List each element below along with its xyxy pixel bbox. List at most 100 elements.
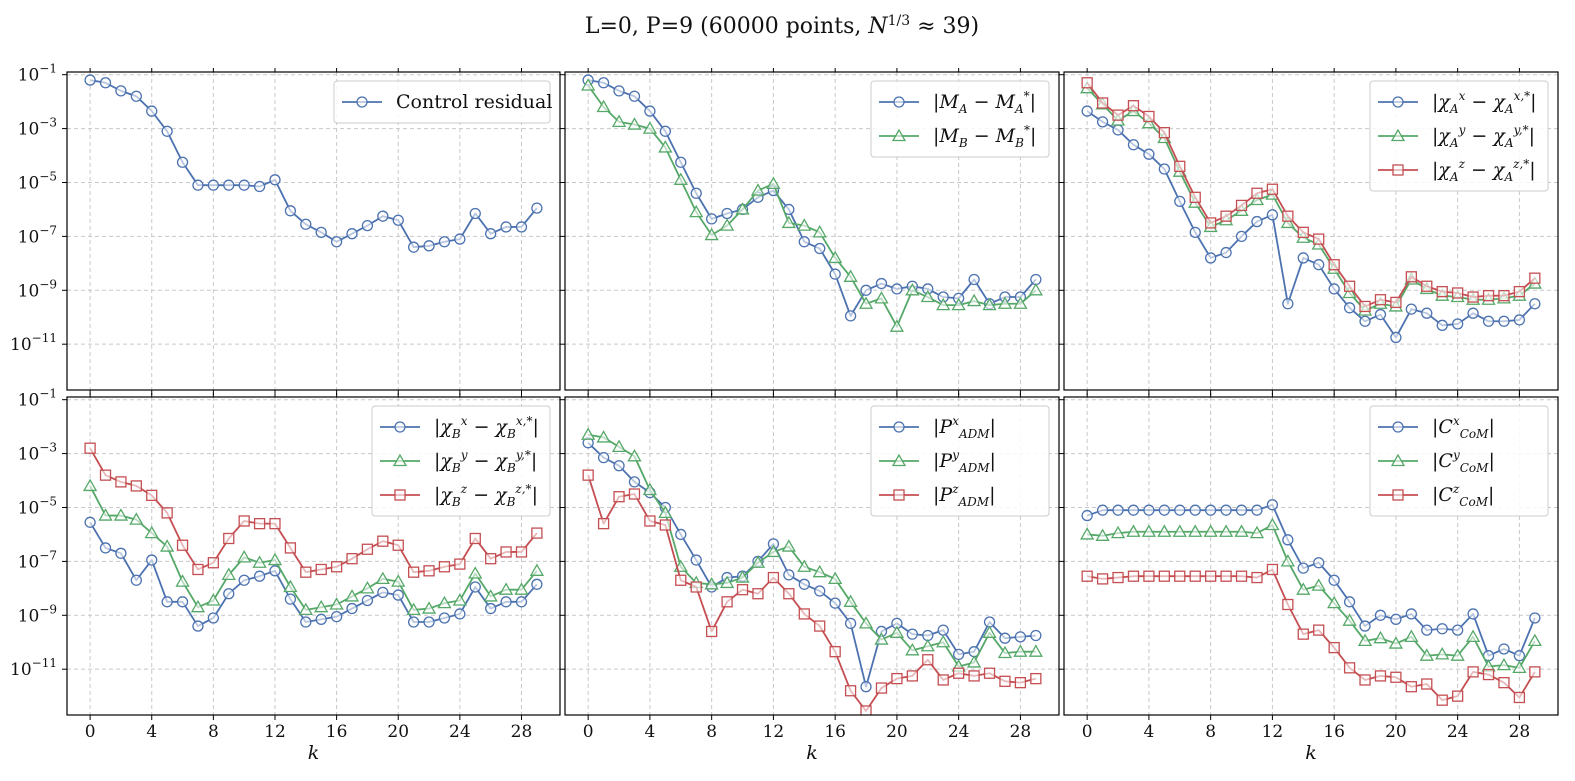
- data-point: [891, 672, 903, 685]
- data-point: [968, 273, 980, 286]
- data-point: [1390, 296, 1402, 309]
- x-tick-label: 8: [208, 722, 219, 742]
- y-tick-label: 10−5: [18, 169, 57, 193]
- data-point: [176, 156, 189, 168]
- data-point: [330, 561, 343, 573]
- data-point: [223, 179, 235, 191]
- data-point: [454, 558, 466, 570]
- axes-frame: [66, 71, 561, 391]
- data-point: [1096, 97, 1109, 109]
- data-point: [1467, 666, 1479, 678]
- data-point: [1143, 504, 1155, 516]
- data-point: [1328, 574, 1340, 586]
- panel-chi-b: 0 4 8 12 16 20 24 28 10−11 10−9 10−7 10−5 10−3 10−1 k |…: [10, 387, 561, 764]
- legend-label: |χB​x​ − χB​x,*​|: [434, 414, 539, 441]
- data-point: [613, 85, 625, 97]
- data-point: [82, 478, 98, 492]
- data-point: [161, 596, 173, 608]
- data-point: [891, 283, 903, 295]
- legend-marker: [1392, 164, 1404, 176]
- data-point: [330, 610, 343, 623]
- data-point: [269, 565, 281, 577]
- data-point: [344, 589, 360, 602]
- data-point: [1028, 644, 1043, 657]
- data-point: [690, 554, 702, 566]
- figure-title: L=0, P=9 (60000 points, N1/3 ≈ 39): [585, 13, 979, 39]
- data-point: [1158, 504, 1170, 516]
- data-point: [581, 78, 596, 91]
- data-point: [529, 563, 545, 576]
- data-point: [500, 596, 512, 608]
- legend-box: [1369, 80, 1549, 192]
- data-point: [1343, 596, 1356, 608]
- x-tick-label: 8: [706, 722, 717, 742]
- data-point: [192, 179, 204, 191]
- data-point: [115, 476, 127, 488]
- data-point: [221, 567, 236, 581]
- data-point: [1436, 285, 1448, 298]
- data-point: [531, 578, 543, 590]
- legend: |χB​x​ − χB​x,*​| |χB​y​ − χB​y,*​| |χB​z​…: [371, 405, 551, 517]
- data-point: [860, 681, 872, 693]
- data-point: [315, 563, 327, 576]
- data-point: [1328, 259, 1340, 271]
- data-point: [1030, 672, 1042, 685]
- data-point: [468, 566, 483, 579]
- data-point: [500, 221, 512, 233]
- data-point: [1467, 608, 1479, 620]
- legend-box: [333, 80, 551, 124]
- data-point: [130, 574, 142, 586]
- data-point: [997, 296, 1013, 309]
- data-point: [238, 179, 250, 191]
- data-point: [627, 117, 642, 130]
- legend-marker: [1392, 421, 1404, 433]
- data-point: [1127, 570, 1140, 582]
- x-tick-label: 28: [511, 722, 533, 742]
- data-point: [905, 643, 920, 656]
- data-point: [1203, 524, 1218, 537]
- data-point: [1482, 290, 1495, 302]
- panels-grid: 10−11 10−9 10−7 10−5 10−3 10−1 Control residua…: [10, 62, 1559, 764]
- data-point: [361, 219, 374, 232]
- data-point: [1452, 287, 1464, 299]
- data-point: [642, 121, 658, 134]
- data-point: [966, 293, 982, 307]
- data-point: [392, 214, 404, 226]
- data-point: [752, 588, 764, 600]
- data-point: [1529, 298, 1541, 310]
- data-point: [1141, 524, 1157, 537]
- data-point: [721, 596, 733, 608]
- data-point: [1158, 126, 1170, 139]
- data-point: [1296, 582, 1311, 595]
- data-point: [1404, 629, 1419, 642]
- data-point: [999, 632, 1011, 644]
- data-point: [1342, 613, 1357, 626]
- data-point: [253, 518, 266, 530]
- legend-marker: [891, 453, 907, 467]
- data-point: [1390, 671, 1402, 683]
- data-point: [469, 207, 481, 220]
- data-point: [968, 670, 980, 682]
- data-point: [1513, 285, 1526, 298]
- data-point: [1158, 570, 1170, 582]
- axes-frame: [1063, 71, 1559, 391]
- data-point: [469, 581, 481, 593]
- data-point: [1467, 291, 1479, 303]
- data-point: [844, 685, 857, 697]
- data-point: [1143, 570, 1155, 582]
- axes-frame: [564, 71, 1060, 391]
- data-point: [1313, 624, 1325, 636]
- data-point: [483, 589, 498, 602]
- data-point: [1313, 233, 1325, 245]
- y-tick-label: 10−1: [18, 62, 57, 86]
- data-point: [377, 586, 389, 599]
- data-point: [1343, 662, 1356, 674]
- legend-label: |χB​z​ − χB​z,*​|: [434, 482, 538, 509]
- data-point: [1266, 563, 1279, 576]
- data-point: [814, 620, 826, 632]
- data-point: [1452, 624, 1464, 636]
- data-point: [1297, 628, 1309, 640]
- data-point: [1311, 578, 1326, 591]
- data-point: [314, 599, 329, 613]
